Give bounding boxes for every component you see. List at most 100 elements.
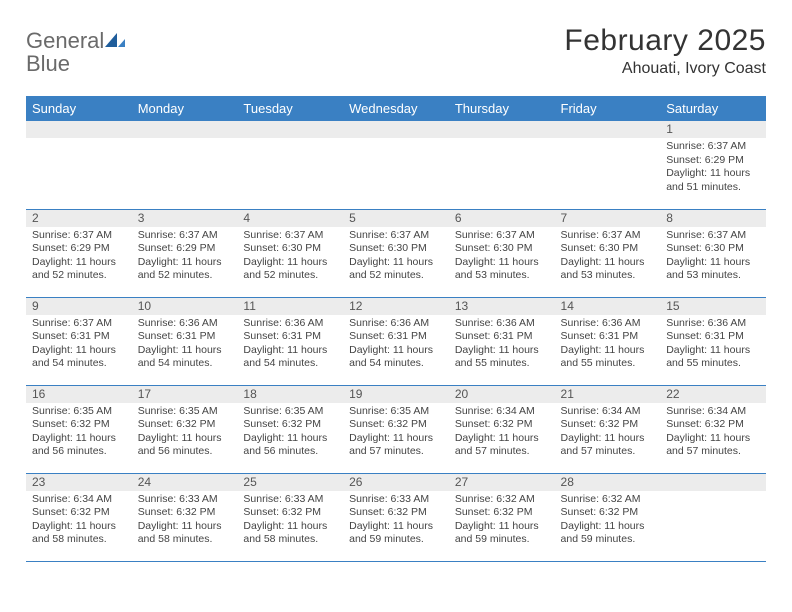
day-content: Sunrise: 6:34 AMSunset: 6:32 PMDaylight:… — [660, 403, 766, 464]
day-cell: 19Sunrise: 6:35 AMSunset: 6:32 PMDayligh… — [343, 385, 449, 473]
day-content: Sunrise: 6:33 AMSunset: 6:32 PMDaylight:… — [237, 491, 343, 552]
sail-icon — [104, 32, 126, 48]
day-number: 23 — [26, 474, 132, 491]
day-number: 22 — [660, 386, 766, 403]
calendar-page: General Blue February 2025 Ahouati, Ivor… — [0, 0, 792, 586]
day-cell: 18Sunrise: 6:35 AMSunset: 6:32 PMDayligh… — [237, 385, 343, 473]
day-cell: 11Sunrise: 6:36 AMSunset: 6:31 PMDayligh… — [237, 297, 343, 385]
day-cell: 27Sunrise: 6:32 AMSunset: 6:32 PMDayligh… — [449, 473, 555, 561]
day-cell: 23Sunrise: 6:34 AMSunset: 6:32 PMDayligh… — [26, 473, 132, 561]
day-content: Sunrise: 6:37 AMSunset: 6:30 PMDaylight:… — [555, 227, 661, 288]
day-cell: 5Sunrise: 6:37 AMSunset: 6:30 PMDaylight… — [343, 209, 449, 297]
day-number: 15 — [660, 298, 766, 315]
week-row: 2Sunrise: 6:37 AMSunset: 6:29 PMDaylight… — [26, 209, 766, 297]
day-cell — [449, 121, 555, 209]
day-number: 20 — [449, 386, 555, 403]
day-content: Sunrise: 6:32 AMSunset: 6:32 PMDaylight:… — [555, 491, 661, 552]
day-number: 17 — [132, 386, 238, 403]
day-number: 6 — [449, 210, 555, 227]
day-content: Sunrise: 6:34 AMSunset: 6:32 PMDaylight:… — [555, 403, 661, 464]
week-row: 1Sunrise: 6:37 AMSunset: 6:29 PMDaylight… — [26, 121, 766, 209]
day-cell: 20Sunrise: 6:34 AMSunset: 6:32 PMDayligh… — [449, 385, 555, 473]
day-content — [555, 138, 661, 144]
day-cell: 24Sunrise: 6:33 AMSunset: 6:32 PMDayligh… — [132, 473, 238, 561]
location: Ahouati, Ivory Coast — [564, 60, 766, 78]
day-number: 26 — [343, 474, 449, 491]
day-content: Sunrise: 6:36 AMSunset: 6:31 PMDaylight:… — [449, 315, 555, 376]
day-content: Sunrise: 6:35 AMSunset: 6:32 PMDaylight:… — [132, 403, 238, 464]
day-content: Sunrise: 6:35 AMSunset: 6:32 PMDaylight:… — [237, 403, 343, 464]
day-cell: 2Sunrise: 6:37 AMSunset: 6:29 PMDaylight… — [26, 209, 132, 297]
day-number: 9 — [26, 298, 132, 315]
day-number: 7 — [555, 210, 661, 227]
calendar-table: Sunday Monday Tuesday Wednesday Thursday… — [26, 96, 766, 562]
day-cell: 28Sunrise: 6:32 AMSunset: 6:32 PMDayligh… — [555, 473, 661, 561]
day-content: Sunrise: 6:34 AMSunset: 6:32 PMDaylight:… — [449, 403, 555, 464]
month-title: February 2025 — [564, 24, 766, 58]
day-number: 8 — [660, 210, 766, 227]
day-number: 1 — [660, 121, 766, 138]
day-number: 28 — [555, 474, 661, 491]
week-row: 9Sunrise: 6:37 AMSunset: 6:31 PMDaylight… — [26, 297, 766, 385]
day-cell — [343, 121, 449, 209]
day-content — [660, 491, 766, 497]
weekday-header: Wednesday — [343, 96, 449, 121]
day-cell: 8Sunrise: 6:37 AMSunset: 6:30 PMDaylight… — [660, 209, 766, 297]
day-content: Sunrise: 6:34 AMSunset: 6:32 PMDaylight:… — [26, 491, 132, 552]
day-content: Sunrise: 6:33 AMSunset: 6:32 PMDaylight:… — [343, 491, 449, 552]
week-row: 16Sunrise: 6:35 AMSunset: 6:32 PMDayligh… — [26, 385, 766, 473]
weekday-header: Saturday — [660, 96, 766, 121]
day-content: Sunrise: 6:36 AMSunset: 6:31 PMDaylight:… — [237, 315, 343, 376]
day-content: Sunrise: 6:35 AMSunset: 6:32 PMDaylight:… — [343, 403, 449, 464]
day-cell: 13Sunrise: 6:36 AMSunset: 6:31 PMDayligh… — [449, 297, 555, 385]
day-number: 13 — [449, 298, 555, 315]
logo-word2: Blue — [26, 51, 70, 76]
day-number: 5 — [343, 210, 449, 227]
day-number — [237, 121, 343, 138]
day-number: 3 — [132, 210, 238, 227]
day-content: Sunrise: 6:36 AMSunset: 6:31 PMDaylight:… — [132, 315, 238, 376]
logo: General Blue — [26, 30, 126, 76]
day-content — [343, 138, 449, 144]
day-cell: 6Sunrise: 6:37 AMSunset: 6:30 PMDaylight… — [449, 209, 555, 297]
day-number: 25 — [237, 474, 343, 491]
day-content: Sunrise: 6:33 AMSunset: 6:32 PMDaylight:… — [132, 491, 238, 552]
day-content: Sunrise: 6:37 AMSunset: 6:29 PMDaylight:… — [26, 227, 132, 288]
day-content: Sunrise: 6:37 AMSunset: 6:30 PMDaylight:… — [449, 227, 555, 288]
day-cell: 15Sunrise: 6:36 AMSunset: 6:31 PMDayligh… — [660, 297, 766, 385]
day-cell — [26, 121, 132, 209]
day-content: Sunrise: 6:37 AMSunset: 6:30 PMDaylight:… — [343, 227, 449, 288]
day-number: 14 — [555, 298, 661, 315]
day-cell: 14Sunrise: 6:36 AMSunset: 6:31 PMDayligh… — [555, 297, 661, 385]
day-number — [660, 474, 766, 491]
day-content: Sunrise: 6:36 AMSunset: 6:31 PMDaylight:… — [343, 315, 449, 376]
day-cell — [660, 473, 766, 561]
day-content — [237, 138, 343, 144]
day-number: 11 — [237, 298, 343, 315]
weekday-header: Sunday — [26, 96, 132, 121]
day-cell: 9Sunrise: 6:37 AMSunset: 6:31 PMDaylight… — [26, 297, 132, 385]
day-cell: 25Sunrise: 6:33 AMSunset: 6:32 PMDayligh… — [237, 473, 343, 561]
day-content: Sunrise: 6:37 AMSunset: 6:30 PMDaylight:… — [660, 227, 766, 288]
day-number: 10 — [132, 298, 238, 315]
day-cell: 10Sunrise: 6:36 AMSunset: 6:31 PMDayligh… — [132, 297, 238, 385]
day-content: Sunrise: 6:37 AMSunset: 6:29 PMDaylight:… — [660, 138, 766, 199]
day-number — [132, 121, 238, 138]
day-cell: 17Sunrise: 6:35 AMSunset: 6:32 PMDayligh… — [132, 385, 238, 473]
day-cell: 7Sunrise: 6:37 AMSunset: 6:30 PMDaylight… — [555, 209, 661, 297]
day-content: Sunrise: 6:32 AMSunset: 6:32 PMDaylight:… — [449, 491, 555, 552]
weekday-header: Monday — [132, 96, 238, 121]
day-content — [132, 138, 238, 144]
day-cell — [132, 121, 238, 209]
calendar-body: 1Sunrise: 6:37 AMSunset: 6:29 PMDaylight… — [26, 121, 766, 561]
header: General Blue February 2025 Ahouati, Ivor… — [26, 24, 766, 78]
day-number: 16 — [26, 386, 132, 403]
day-number — [555, 121, 661, 138]
day-number: 27 — [449, 474, 555, 491]
weekday-header: Thursday — [449, 96, 555, 121]
day-cell: 3Sunrise: 6:37 AMSunset: 6:29 PMDaylight… — [132, 209, 238, 297]
weekday-header: Tuesday — [237, 96, 343, 121]
day-content: Sunrise: 6:35 AMSunset: 6:32 PMDaylight:… — [26, 403, 132, 464]
day-number: 18 — [237, 386, 343, 403]
weekday-header: Friday — [555, 96, 661, 121]
